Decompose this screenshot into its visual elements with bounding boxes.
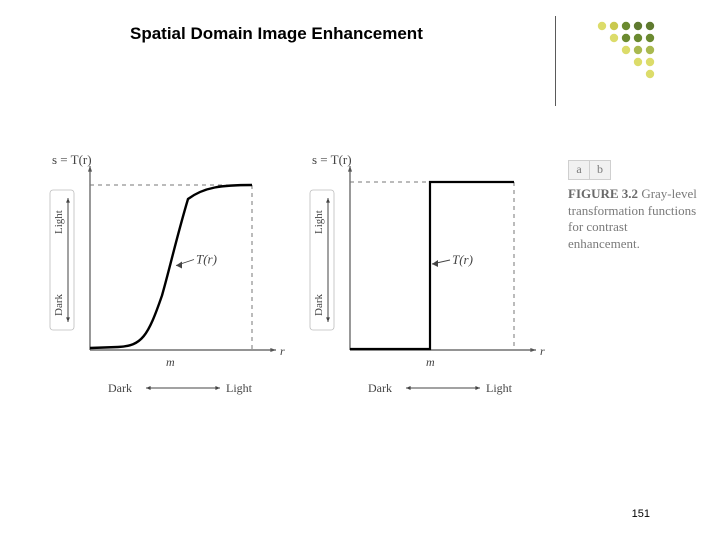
svg-text:T(r): T(r) [452,252,473,267]
svg-text:Dark: Dark [53,294,65,316]
decor-dots [560,16,660,106]
page-title: Spatial Domain Image Enhancement [130,24,423,44]
svg-text:m: m [426,355,435,369]
svg-text:Dark: Dark [313,294,325,316]
caption-heading: FIGURE 3.2 [568,186,638,201]
subfig-a: a [569,161,590,180]
svg-text:Light: Light [53,210,65,234]
svg-text:r: r [540,344,545,358]
svg-text:Dark: Dark [368,381,392,395]
subfigure-table: a b [568,160,611,180]
svg-text:Light: Light [226,381,253,395]
svg-text:Dark: Dark [108,381,132,395]
svg-text:m: m [166,355,175,369]
svg-text:r: r [280,344,285,358]
page-number: 151 [632,508,650,520]
figure-caption: a b FIGURE 3.2 Gray-level transformation… [568,160,698,253]
svg-text:Light: Light [313,210,325,234]
svg-text:s = T(r): s = T(r) [312,152,352,167]
subfig-b: b [590,161,611,180]
caption-text: FIGURE 3.2 Gray-level transformation fun… [568,186,698,253]
charts-panel: s = T(r) T(r) m r Dark Light Dark Light s = T(r)… [30,150,550,420]
svg-text:s = T(r): s = T(r) [52,152,92,167]
svg-text:T(r): T(r) [196,252,217,267]
svg-text:Light: Light [486,381,513,395]
decor-divider [555,16,556,106]
charts-svg: s = T(r) T(r) m r Dark Light Dark Light s = T(r)… [30,150,550,420]
